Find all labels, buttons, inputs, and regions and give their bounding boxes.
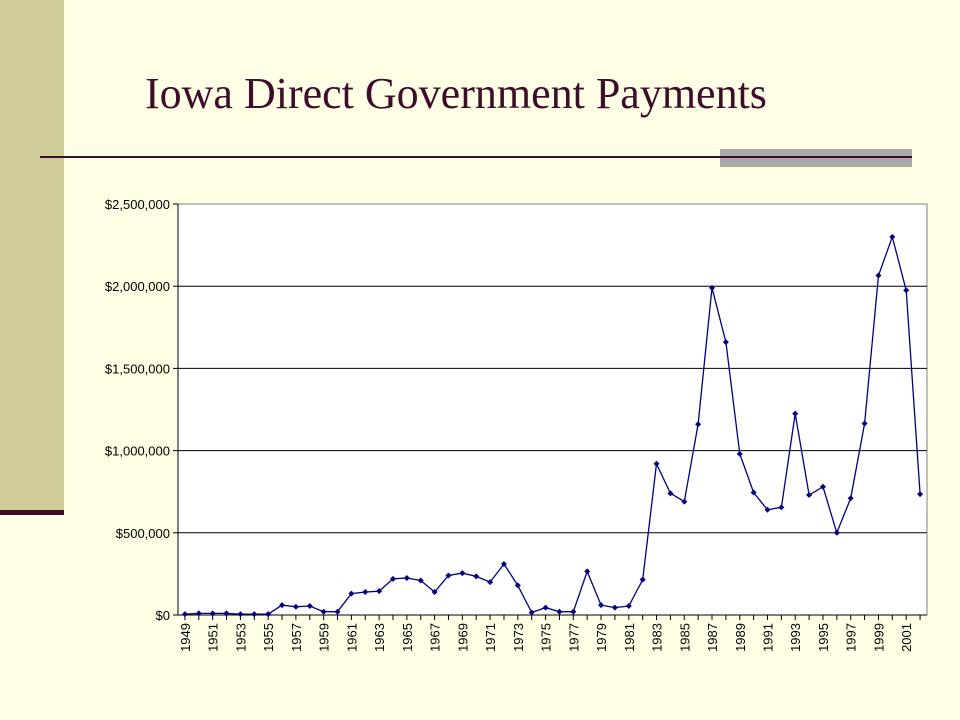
x-tick-label: 1967 [428, 623, 443, 652]
slide-title: Iowa Direct Government Payments [145, 69, 767, 118]
x-tick-label: 1963 [372, 623, 387, 652]
data-point [819, 483, 826, 490]
data-point [556, 608, 563, 615]
data-point [722, 339, 729, 346]
sidebar-foot-bar [0, 510, 64, 515]
data-point [487, 579, 494, 586]
data-point [736, 450, 743, 457]
data-point [376, 588, 383, 595]
data-point [847, 495, 854, 502]
data-point [639, 576, 646, 583]
y-tick-label: $2,500,000 [105, 197, 170, 212]
data-point [598, 602, 605, 609]
y-tick-label: $500,000 [116, 526, 170, 541]
data-point [320, 608, 327, 615]
y-tick-label: $1,000,000 [105, 444, 170, 459]
data-point [209, 610, 216, 617]
x-tick-label: 1983 [650, 623, 665, 652]
data-point [459, 570, 466, 577]
x-tick-label: 2001 [899, 623, 914, 652]
data-point [889, 233, 896, 240]
x-tick-label: 1965 [400, 623, 415, 652]
data-point [833, 529, 840, 536]
data-point [306, 602, 313, 609]
x-tick-label: 1953 [233, 623, 248, 652]
data-point [292, 603, 299, 610]
x-tick-label: 1989 [733, 623, 748, 652]
y-tick-label: $0 [156, 608, 170, 623]
data-point [389, 575, 396, 582]
data-point [611, 604, 618, 611]
data-point [195, 610, 202, 617]
gridlines [178, 285, 927, 534]
title-accent-line [720, 156, 912, 158]
data-point [417, 577, 424, 584]
data-point [445, 572, 452, 579]
data-point [265, 611, 272, 618]
x-tick-label: 1975 [539, 623, 554, 652]
data-point [237, 611, 244, 618]
x-tick-label: 1973 [511, 623, 526, 652]
data-point [764, 506, 771, 513]
title-accent-bar [720, 149, 912, 167]
data-point [403, 575, 410, 582]
data-point [750, 489, 757, 496]
data-point [681, 498, 688, 505]
data-point [528, 609, 535, 616]
data-point [279, 602, 286, 609]
data-point [542, 604, 549, 611]
data-point [917, 491, 924, 498]
x-tick-label: 1951 [206, 623, 221, 652]
data-point [653, 460, 660, 467]
data-point [584, 568, 591, 575]
sidebar-decoration [0, 0, 64, 512]
data-point [473, 573, 480, 580]
data-point [903, 287, 910, 294]
data-point [348, 590, 355, 597]
x-tick-label: 1979 [594, 623, 609, 652]
x-tick-label: 1955 [261, 623, 276, 652]
plot-area [177, 203, 928, 616]
data-point [514, 582, 521, 589]
x-tick-label: 1961 [344, 623, 359, 652]
x-axis: 1949 1951 1953 1955 1957 1959 1961 1963 1965 1967… [178, 614, 927, 652]
y-tick-label: $2,000,000 [105, 279, 170, 294]
data-point [251, 611, 258, 618]
data-point [570, 608, 577, 615]
data-point [181, 611, 188, 618]
data-point [792, 410, 799, 417]
x-tick-label: 1959 [317, 623, 332, 652]
x-tick-label: 1981 [622, 623, 637, 652]
data-point [431, 588, 438, 595]
data-point [709, 284, 716, 291]
data-point [500, 561, 507, 568]
x-tick-label: 1985 [677, 623, 692, 652]
x-tick-label: 1999 [871, 623, 886, 652]
data-point [875, 272, 882, 279]
data-point [625, 602, 632, 609]
x-tick-label: 1987 [705, 623, 720, 652]
data-point [667, 490, 674, 497]
data-point [861, 420, 868, 427]
data-point [334, 608, 341, 615]
data-point [695, 421, 702, 428]
x-tick-label: 1969 [455, 623, 470, 652]
data-point [362, 588, 369, 595]
x-tick-label: 1995 [816, 623, 831, 652]
y-tick-label: $1,500,000 [105, 361, 170, 376]
data-point [778, 504, 785, 511]
title-underline [40, 156, 912, 158]
x-tick-label: 1997 [844, 623, 859, 652]
x-tick-label: 1977 [566, 623, 581, 652]
x-tick-label: 1971 [483, 623, 498, 652]
x-tick-label: 1991 [760, 623, 775, 652]
data-point [223, 610, 230, 617]
x-tick-label: 1993 [788, 623, 803, 652]
y-axis: $0 $500,000 $1,000,000 $1,500,000 $2,000,000… [105, 197, 179, 623]
x-tick-label: 1949 [178, 623, 193, 652]
data-point [806, 491, 813, 498]
x-tick-label: 1957 [289, 623, 304, 652]
series-group [181, 233, 924, 618]
